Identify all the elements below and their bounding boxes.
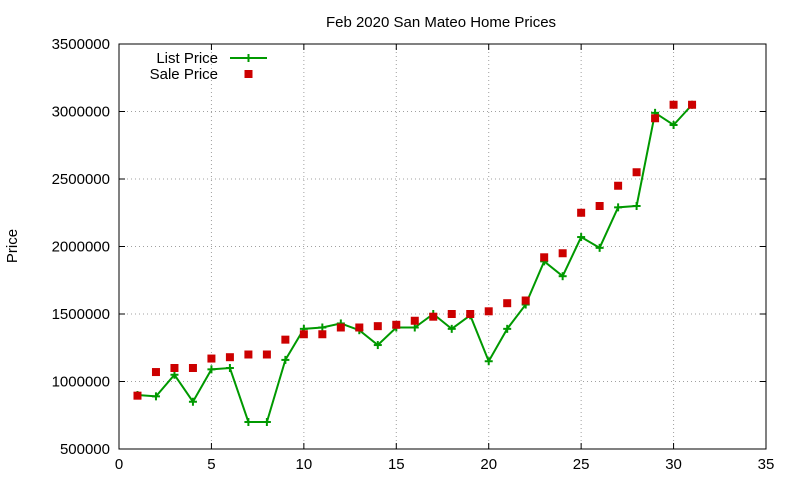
list-price-point xyxy=(151,392,160,401)
legend-label-sale-price: Sale Price xyxy=(150,66,218,83)
list-price-point xyxy=(207,365,216,374)
list-price-point xyxy=(262,418,271,426)
x-tick-label: 35 xyxy=(758,456,775,473)
sale-price-point xyxy=(521,296,530,305)
y-tick-label: 1000000 xyxy=(52,374,110,391)
legend-marker-list-price xyxy=(244,54,253,62)
sale-price-series xyxy=(133,100,697,400)
axis-ticks: 0 5 10 15 20 25 30 35 500000 1000000 1500000 200000… xyxy=(52,36,775,473)
list-price-point xyxy=(595,243,604,252)
sale-price-point xyxy=(558,249,567,258)
sale-price-point xyxy=(632,168,641,177)
sale-price-point xyxy=(540,253,549,262)
sale-price-point xyxy=(669,100,678,109)
sale-price-point xyxy=(373,322,382,331)
sale-price-point xyxy=(170,364,179,372)
sale-price-point xyxy=(355,323,364,332)
legend-label-list-price: List Price xyxy=(156,50,218,67)
list-price-point xyxy=(577,233,586,242)
y-tick-label: 500000 xyxy=(60,441,110,458)
sale-price-point xyxy=(447,310,456,318)
y-tick-label: 2000000 xyxy=(52,239,110,256)
sale-price-point xyxy=(688,100,697,109)
list-price-point xyxy=(632,202,641,210)
x-tick-label: 25 xyxy=(573,456,590,473)
list-price-point xyxy=(410,323,419,332)
y-tick-label: 2500000 xyxy=(52,171,110,188)
list-price-point xyxy=(170,370,179,379)
series-group xyxy=(133,100,697,426)
y-axis-label: Price xyxy=(4,229,21,263)
sale-price-point xyxy=(577,208,586,217)
list-price-point xyxy=(447,324,456,333)
list-price-point xyxy=(188,397,197,406)
list-price-point xyxy=(614,203,623,212)
list-price-point xyxy=(244,418,253,426)
sale-price-point xyxy=(595,202,604,210)
x-tick-label: 15 xyxy=(388,456,405,473)
x-tick-label: 5 xyxy=(207,456,215,473)
x-tick-label: 30 xyxy=(665,456,682,473)
list-price-point xyxy=(318,323,327,332)
x-tick-label: 10 xyxy=(296,456,313,473)
sale-price-point xyxy=(262,350,271,359)
sale-price-point xyxy=(281,335,290,344)
grid xyxy=(119,44,766,449)
y-tick-label: 1500000 xyxy=(52,306,110,323)
sale-price-point xyxy=(133,391,142,400)
list-price-series xyxy=(133,100,697,426)
chart-title: Feb 2020 San Mateo Home Prices xyxy=(326,14,556,31)
sale-price-point xyxy=(484,307,493,316)
x-tick-label: 20 xyxy=(480,456,497,473)
sale-price-point xyxy=(651,114,660,123)
list-price-point xyxy=(558,272,567,281)
sale-price-point xyxy=(151,368,160,377)
sale-price-point xyxy=(466,310,475,318)
y-tick-label: 3500000 xyxy=(52,36,110,53)
sale-price-point xyxy=(410,316,419,325)
list-price-line xyxy=(137,104,693,423)
sale-price-point xyxy=(392,320,401,329)
x-tick-label: 0 xyxy=(115,456,123,473)
sale-price-point xyxy=(318,330,327,339)
list-price-point xyxy=(281,355,290,364)
sale-price-point xyxy=(207,354,216,363)
sale-price-point xyxy=(299,330,308,339)
sale-price-point xyxy=(244,350,253,359)
list-price-point xyxy=(669,121,678,129)
legend-marker-sale-price xyxy=(244,70,253,78)
sale-price-point xyxy=(429,312,438,321)
list-price-point xyxy=(225,364,234,372)
list-price-point xyxy=(503,324,512,333)
sale-price-point xyxy=(225,353,234,362)
plot-frame xyxy=(118,43,767,450)
sale-price-point xyxy=(188,364,197,372)
y-tick-label: 3000000 xyxy=(52,104,110,121)
list-price-point xyxy=(373,341,382,350)
sale-price-point xyxy=(336,323,345,332)
list-price-point xyxy=(484,357,493,366)
sale-price-point xyxy=(503,299,512,308)
sale-price-point xyxy=(614,181,623,190)
